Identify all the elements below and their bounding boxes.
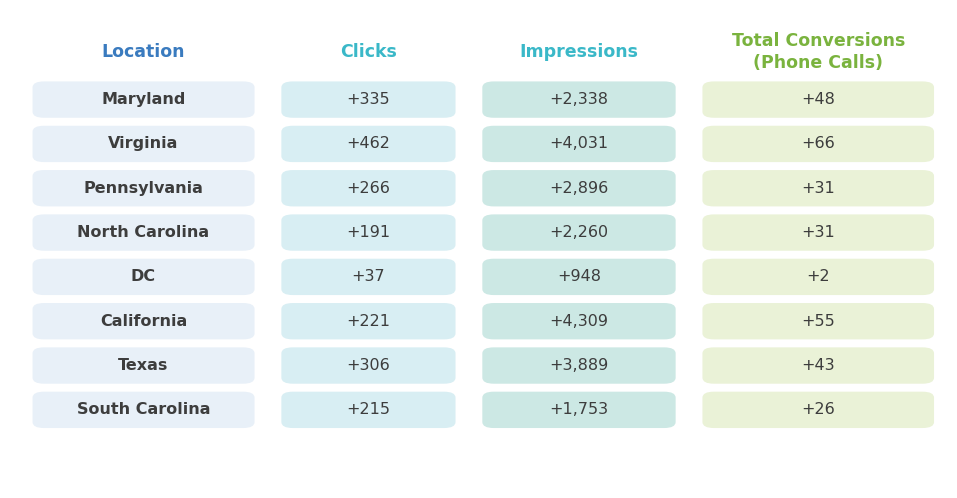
- Text: +2: +2: [807, 269, 830, 284]
- FancyBboxPatch shape: [702, 303, 934, 339]
- FancyBboxPatch shape: [482, 258, 676, 295]
- Text: +2,338: +2,338: [549, 92, 609, 107]
- FancyBboxPatch shape: [281, 303, 456, 339]
- FancyBboxPatch shape: [482, 170, 676, 206]
- Text: California: California: [100, 314, 188, 329]
- Text: +43: +43: [801, 358, 835, 373]
- Text: +306: +306: [346, 358, 390, 373]
- FancyBboxPatch shape: [702, 391, 934, 428]
- Text: +221: +221: [346, 314, 390, 329]
- Text: +191: +191: [346, 225, 390, 240]
- Text: +4,031: +4,031: [549, 136, 609, 151]
- Text: Location: Location: [101, 43, 186, 61]
- FancyBboxPatch shape: [281, 170, 456, 206]
- Text: DC: DC: [131, 269, 156, 284]
- FancyBboxPatch shape: [702, 214, 934, 250]
- FancyBboxPatch shape: [33, 391, 255, 428]
- Text: +948: +948: [557, 269, 601, 284]
- Text: +3,889: +3,889: [549, 358, 609, 373]
- Text: +335: +335: [346, 92, 390, 107]
- Text: North Carolina: North Carolina: [78, 225, 210, 240]
- Text: South Carolina: South Carolina: [77, 402, 211, 417]
- Text: +1,753: +1,753: [549, 402, 609, 417]
- Text: +26: +26: [801, 402, 835, 417]
- FancyBboxPatch shape: [33, 170, 255, 206]
- FancyBboxPatch shape: [33, 214, 255, 250]
- Text: +55: +55: [801, 314, 835, 329]
- Text: Clicks: Clicks: [340, 43, 397, 61]
- FancyBboxPatch shape: [281, 258, 456, 295]
- FancyBboxPatch shape: [281, 348, 456, 383]
- FancyBboxPatch shape: [33, 125, 255, 162]
- FancyBboxPatch shape: [281, 214, 456, 250]
- Text: Impressions: Impressions: [520, 43, 638, 61]
- Text: +215: +215: [346, 402, 390, 417]
- FancyBboxPatch shape: [482, 81, 676, 118]
- Text: +37: +37: [351, 269, 386, 284]
- Text: Pennsylvania: Pennsylvania: [83, 181, 204, 196]
- Text: +48: +48: [801, 92, 835, 107]
- Text: Total Conversions
(Phone Calls): Total Conversions (Phone Calls): [731, 32, 905, 72]
- FancyBboxPatch shape: [281, 81, 456, 118]
- FancyBboxPatch shape: [281, 125, 456, 162]
- FancyBboxPatch shape: [702, 170, 934, 206]
- FancyBboxPatch shape: [281, 391, 456, 428]
- Text: +266: +266: [346, 181, 390, 196]
- FancyBboxPatch shape: [702, 258, 934, 295]
- Text: Maryland: Maryland: [101, 92, 186, 107]
- FancyBboxPatch shape: [482, 391, 676, 428]
- FancyBboxPatch shape: [702, 81, 934, 118]
- FancyBboxPatch shape: [702, 125, 934, 162]
- FancyBboxPatch shape: [482, 348, 676, 383]
- Text: +2,260: +2,260: [549, 225, 609, 240]
- FancyBboxPatch shape: [33, 303, 255, 339]
- FancyBboxPatch shape: [33, 258, 255, 295]
- Text: +66: +66: [801, 136, 835, 151]
- FancyBboxPatch shape: [482, 303, 676, 339]
- FancyBboxPatch shape: [482, 125, 676, 162]
- FancyBboxPatch shape: [33, 348, 255, 383]
- Text: +2,896: +2,896: [549, 181, 609, 196]
- FancyBboxPatch shape: [482, 214, 676, 250]
- Text: Texas: Texas: [119, 358, 168, 373]
- Text: +4,309: +4,309: [549, 314, 609, 329]
- Text: +31: +31: [801, 181, 835, 196]
- Text: +31: +31: [801, 225, 835, 240]
- Text: +462: +462: [346, 136, 390, 151]
- FancyBboxPatch shape: [33, 81, 255, 118]
- Text: Virginia: Virginia: [108, 136, 179, 151]
- FancyBboxPatch shape: [702, 348, 934, 383]
